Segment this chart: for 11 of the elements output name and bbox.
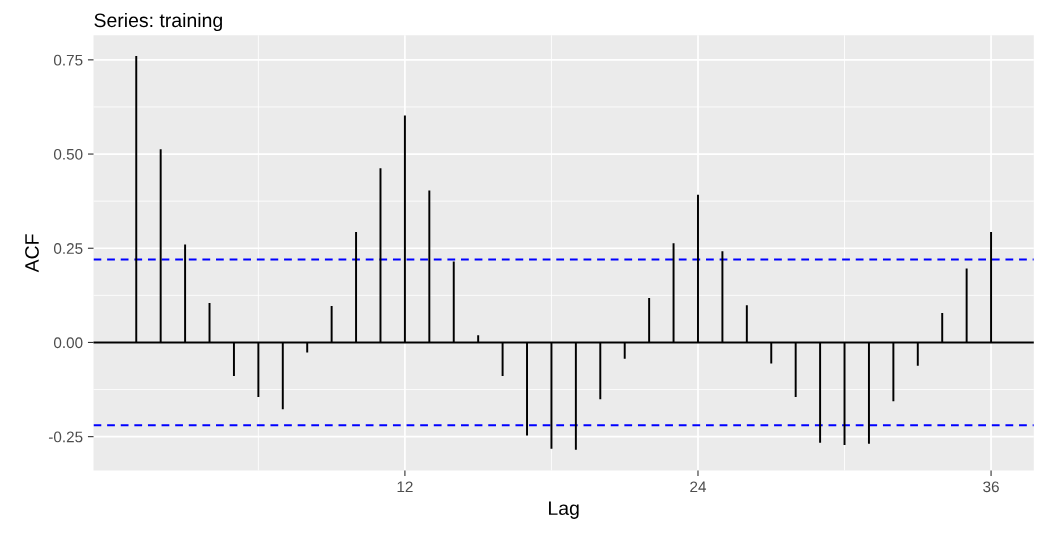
x-tick-label: 12 [397, 481, 413, 493]
y-tick-label: 0.75 [53, 54, 83, 66]
chart-title: Series: training [94, 12, 222, 32]
x-tick-label: 24 [690, 481, 707, 493]
x-tick-label: 36 [983, 481, 999, 493]
y-tick-label: -0.25 [48, 431, 83, 443]
y-axis-title: ACF [25, 234, 39, 273]
y-tick-label: 0.25 [53, 243, 83, 254]
y-tick-label: 0.00 [53, 337, 83, 349]
x-axis-title: Lag [549, 501, 579, 519]
y-tick-label: 0.50 [53, 148, 83, 160]
